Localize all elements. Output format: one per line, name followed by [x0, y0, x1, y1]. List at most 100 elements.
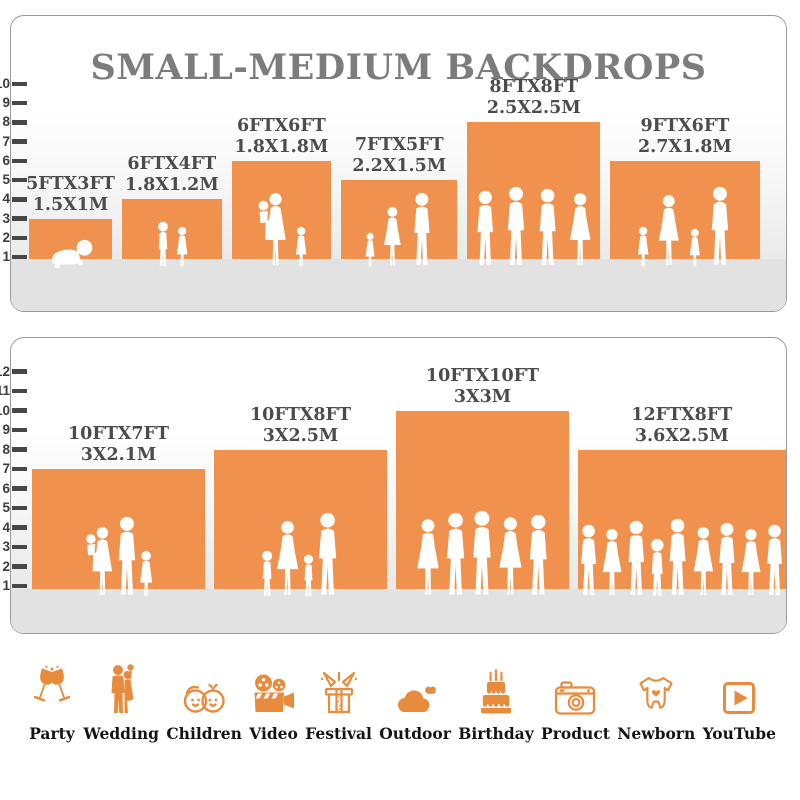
person-silhouette-woman — [499, 517, 522, 595]
person-silhouette-man — [767, 524, 783, 596]
tick-number: 1 — [2, 249, 10, 264]
bar-size-label: 6FTX6FT 1.8X1.8M — [234, 116, 328, 158]
person-silhouette-man — [318, 512, 336, 595]
legend-label: Newborn — [617, 724, 696, 743]
tick-number: 7 — [2, 133, 10, 149]
bar-label-ft: 9FTX6FT — [640, 115, 730, 136]
legend-label: Product — [541, 724, 610, 743]
person-silhouette-boy — [157, 221, 168, 267]
bar-label-m: 1.8X1.8M — [234, 136, 329, 157]
tick-number: 12 — [0, 363, 10, 379]
person-silhouette-man — [473, 510, 492, 595]
tick-number: 2 — [2, 229, 10, 245]
person-silhouette-girl — [689, 228, 700, 267]
legend-item-children: Children — [166, 657, 242, 743]
bar-label-m: 1.8X1.2M — [124, 175, 219, 196]
bar-size-label: 9FTX6FT 2.7X1.8M — [638, 116, 732, 158]
tick-dash — [12, 544, 27, 550]
onesie-icon — [634, 657, 678, 715]
person-silhouette-woman — [659, 195, 680, 266]
panel-small-medium-bottom: 12345678910111210FTX7FT3X2.1M10FTX8FT3X2… — [0, 337, 787, 634]
legend-item-outdoor: Outdoor — [379, 657, 451, 743]
bar-label-m: 1.5X1M — [32, 194, 109, 215]
legend-item-birthday: Birthday — [458, 657, 534, 743]
tick-number: 8 — [2, 114, 10, 130]
legend-item-wedding: Wedding — [83, 657, 159, 743]
bar-label-m: 3X2.5M — [262, 425, 339, 446]
tick-dash — [12, 216, 27, 221]
bar-label-m: 2.7X1.8M — [637, 136, 732, 157]
bar-size-label: 5FTX3FT 1.5X1M — [26, 174, 115, 216]
person-silhouette-woman — [693, 527, 713, 596]
bar-size-label: 6FTX4FT 1.8X1.2M — [125, 154, 219, 196]
tick-number: 5 — [2, 500, 10, 515]
backdrop-bar-9ftx6ft: 9FTX6FT 2.7X1.8M — [610, 116, 760, 267]
page-title: SMALL-MEDIUM BACKDROPS — [90, 47, 707, 89]
backdrop-bar-10ftx7ft: 10FTX7FT 3X2.1M — [32, 424, 205, 597]
video-camera-icon — [250, 657, 298, 715]
category-legend: Party Wedding — [10, 657, 790, 743]
tick-number: 11 — [0, 383, 10, 398]
person-silhouette-man — [711, 186, 728, 265]
tick-number: 9 — [2, 422, 10, 437]
tick-dash — [12, 177, 27, 183]
floor — [11, 259, 786, 311]
bar-label-m: 3X2.1M — [80, 445, 157, 465]
tick-number: 4 — [2, 191, 10, 207]
tick-number: 5 — [2, 172, 10, 188]
person-silhouette-woman — [741, 529, 761, 596]
tick-number: 2 — [2, 558, 10, 574]
tick-number: 10 — [0, 75, 10, 91]
backdrop-bar-12ftx8ft: 12FTX8FT 3.6X2.5M — [578, 405, 786, 596]
legend-label: Video — [249, 724, 298, 743]
person-silhouette-man — [414, 192, 430, 265]
bar-label-ft: 10FTX10FT — [425, 365, 540, 386]
tick-dash — [12, 505, 27, 511]
bar-label-ft: 6FTX4FT — [127, 154, 217, 175]
tick-dash — [12, 120, 27, 125]
tick-number: 3 — [2, 210, 10, 226]
bar-label-ft: 6FTX6FT — [236, 115, 326, 136]
cloud-icon — [393, 657, 437, 715]
legend-item-newborn: Newborn — [617, 657, 695, 743]
floor — [11, 589, 786, 633]
bar-label-m: 2.2X1.5M — [352, 156, 447, 177]
tick-dash — [12, 388, 27, 394]
bar-size-label: 10FTX10FT 3X3M — [426, 366, 539, 408]
gift-burst-icon — [317, 657, 361, 715]
tick-dash — [12, 158, 27, 164]
bar-size-label: 10FTX7FT 3X2.1M — [68, 424, 169, 466]
bar-label-m: 2.5X2.5M — [486, 98, 581, 119]
tick-number: 6 — [2, 480, 10, 496]
backdrop-bar-10ftx8ft: 10FTX8FT 3X2.5M — [214, 405, 387, 597]
camera-icon — [554, 657, 596, 715]
person-silhouette-man — [530, 514, 547, 595]
person-silhouette-girl — [140, 550, 152, 597]
bar-label-ft: 5FTX3FT — [26, 173, 115, 194]
person-silhouette-girl — [176, 226, 188, 267]
person-silhouette-girl — [638, 226, 649, 267]
bar-size-label: 10FTX8FT 3X2.5M — [250, 405, 351, 447]
tick-dash — [12, 583, 27, 589]
wedding-icon — [99, 657, 143, 715]
backdrop-bar-6ftx6ft: 6FTX6FT 1.8X1.8M — [231, 116, 332, 267]
legend-item-party: Party — [28, 657, 76, 743]
legend-label: YouTube — [702, 724, 776, 743]
person-silhouette-girl — [365, 232, 375, 267]
bar-label-m: 3.6X2.5M — [634, 425, 729, 446]
youtube-play-icon — [722, 657, 756, 715]
bar-label-m: 3X3M — [453, 386, 512, 407]
tick-number: 4 — [2, 519, 10, 535]
legend-label: Wedding — [83, 724, 160, 743]
bar-label-ft: 7FTX5FT — [354, 135, 444, 156]
tick-dash — [12, 369, 27, 374]
legend-item-festival: Festival — [305, 657, 372, 743]
person-silhouette-woman — [603, 529, 622, 596]
tick-number: 7 — [2, 461, 10, 476]
tick-dash — [12, 447, 27, 452]
tick-number: 6 — [2, 152, 10, 168]
tick-dash — [12, 254, 27, 260]
person-silhouette-baby — [51, 239, 92, 268]
legend-item-product: Product — [541, 657, 610, 743]
backdrop-bar-5ftx3ft: 5FTX3FT 1.5X1M — [26, 174, 115, 268]
